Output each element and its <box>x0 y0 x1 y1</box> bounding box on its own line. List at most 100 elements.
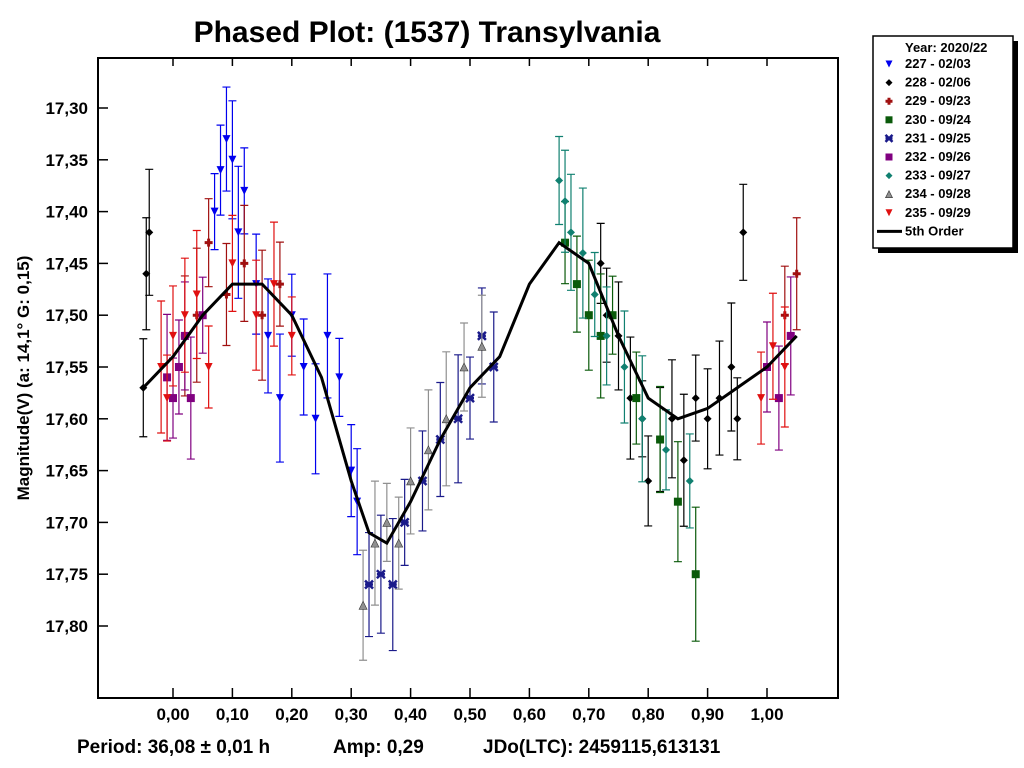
data-point <box>399 517 410 528</box>
y-tick-label: 17,75 <box>45 565 88 584</box>
x-tick-label: 0,10 <box>216 705 249 724</box>
legend-marker <box>885 60 893 68</box>
x-tick-label: 0,50 <box>453 705 486 724</box>
data-point <box>572 280 581 289</box>
legend-entry: 230 - 09/24 <box>905 112 972 127</box>
data-point <box>234 228 243 237</box>
data-point <box>228 155 237 164</box>
legend-entry: 235 - 09/29 <box>905 205 971 220</box>
data-point <box>216 166 225 175</box>
x-tick-label: 0,90 <box>691 705 724 724</box>
data-point <box>169 331 177 340</box>
data-point <box>768 342 777 351</box>
legend-entry: 231 - 09/25 <box>905 130 971 145</box>
x-tick-label: 0,80 <box>632 705 665 724</box>
data-point <box>477 341 487 351</box>
data-point <box>387 579 398 590</box>
legend-entry: 228 - 02/06 <box>905 75 971 90</box>
y-tick-label: 17,50 <box>45 306 88 325</box>
data-point <box>145 228 154 237</box>
x-tick-label: 0,20 <box>275 705 308 724</box>
legend-marker <box>885 172 893 180</box>
legend-entry: 233 - 09/27 <box>905 168 971 183</box>
fit-curve <box>142 240 798 546</box>
y-tick-label: 17,55 <box>45 358 88 377</box>
data-point <box>638 414 647 423</box>
data-point <box>174 363 183 371</box>
data-point <box>335 373 344 382</box>
legend-entry: 234 - 09/28 <box>905 186 971 201</box>
data-point <box>632 394 641 403</box>
amp-label: Amp: 0,29 <box>333 737 424 758</box>
legend-entry: 227 - 02/03 <box>905 56 971 71</box>
plot-frame <box>97 57 839 699</box>
y-axis-label: Magnitude(V) (a: 14,1° G: 0,15) <box>14 256 33 501</box>
data-point <box>275 394 284 403</box>
x-tick-label: 0,60 <box>513 705 546 724</box>
data-point <box>566 228 575 237</box>
data-point <box>685 476 694 485</box>
data-point <box>727 363 736 371</box>
data-point <box>459 362 469 372</box>
data-point <box>453 413 464 424</box>
y-tick-label: 17,40 <box>45 203 88 222</box>
data-point <box>703 414 712 423</box>
data-point <box>376 569 386 580</box>
data-point <box>757 394 766 403</box>
legend-marker <box>884 134 894 143</box>
data-point <box>364 579 374 590</box>
data-point <box>733 414 742 423</box>
period-label: Period: 36,08 ± 0,01 h <box>77 737 270 758</box>
data-point <box>596 331 605 340</box>
y-tick-label: 17,30 <box>45 99 88 118</box>
data-point <box>691 394 700 403</box>
data-point <box>465 393 475 403</box>
data-point <box>240 186 249 195</box>
data-point <box>555 176 564 185</box>
data-point <box>287 331 296 340</box>
data-point <box>620 363 629 371</box>
data-point <box>679 456 688 465</box>
x-tick-label: 0,30 <box>335 705 368 724</box>
x-tick-label: 0,00 <box>156 705 189 724</box>
data-point <box>691 570 700 579</box>
data-point <box>596 259 605 268</box>
legend-title: Year: 2020/22 <box>905 40 987 55</box>
data-point <box>394 538 404 548</box>
legend-marker <box>885 97 893 105</box>
legend-entry: 232 - 09/26 <box>905 149 971 164</box>
data-point <box>673 497 682 506</box>
data-point <box>774 394 783 403</box>
data-point <box>602 331 611 340</box>
data-point <box>739 228 748 237</box>
legend-marker <box>885 153 893 161</box>
data-point <box>370 538 380 548</box>
data-point <box>786 331 795 340</box>
data-point <box>169 394 177 403</box>
data-point <box>311 414 320 423</box>
legend-entry: 5th Order <box>905 223 964 238</box>
x-tick-label: 1,00 <box>750 705 783 724</box>
data-point <box>662 445 671 454</box>
data-point <box>204 238 213 247</box>
data-point <box>792 269 801 278</box>
y-tick-label: 17,45 <box>45 254 88 273</box>
data-point <box>204 363 213 371</box>
data-point <box>192 290 201 299</box>
data-point <box>382 517 392 527</box>
data-point <box>163 394 172 403</box>
data-point <box>275 280 284 289</box>
data-point <box>264 331 273 340</box>
data-point <box>590 290 599 299</box>
data-point <box>299 363 308 371</box>
data-point <box>423 445 433 455</box>
data-point <box>358 600 368 610</box>
data-point <box>561 197 570 206</box>
data-point <box>228 259 237 268</box>
data-point <box>252 311 261 320</box>
data-point <box>441 414 451 424</box>
x-tick-label: 0,40 <box>394 705 427 724</box>
data-point <box>584 311 593 320</box>
